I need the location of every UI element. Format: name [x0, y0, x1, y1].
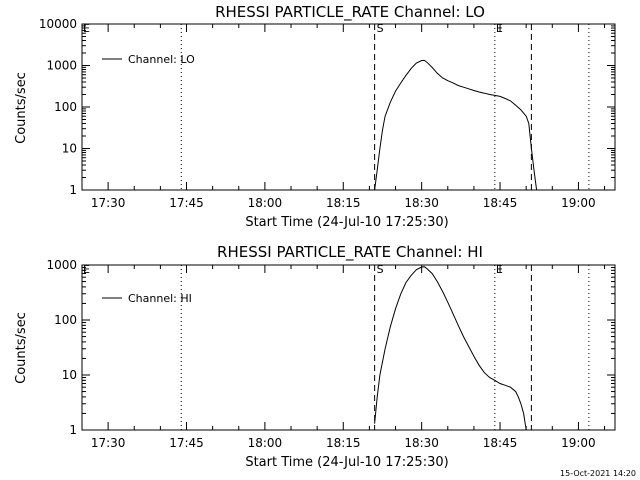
chart-lo-marker-e: E: [496, 22, 503, 35]
chart-hi-title: RHESSI PARTICLE_RATE Channel: HI: [217, 243, 483, 262]
chart-hi-ytick-label: 10: [62, 368, 77, 382]
chart-lo-series-line: [374, 59, 538, 191]
chart-lo-xtick-label: 18:30: [404, 196, 439, 210]
chart-lo-ytick-label: 10000: [39, 17, 77, 31]
chart-lo-ytick-label: 100: [54, 100, 77, 114]
chart-lo-marker-s: S: [377, 22, 384, 35]
chart-lo-xtick-label: 18:45: [483, 196, 518, 210]
chart-lo-xtick-label: 18:00: [248, 196, 283, 210]
chart-hi-axes-frame: [81, 264, 616, 431]
chart-lo: RHESSI PARTICLE_RATE Channel: LO Counts/…: [14, 3, 616, 230]
chart-lo-xtick-label: 17:45: [169, 196, 204, 210]
chart-hi-plot-area: 17:30 17:45 18:00 18:15 18:30 18:45 19:00 1 10 10…: [46, 258, 616, 450]
chart-hi-legend: Channel: HI: [102, 292, 192, 305]
chart-hi-ytick-label: 1000: [46, 258, 77, 272]
chart-hi-legend-label: Channel: HI: [128, 292, 192, 305]
chart-lo-xlabel: Start Time (24-Jul-10 17:25:30): [245, 215, 448, 230]
chart-hi-marker-f: E: [83, 263, 90, 276]
chart-lo-legend: Channel: LO: [102, 53, 195, 66]
chart-hi: RHESSI PARTICLE_RATE Channel: HI Counts/…: [14, 243, 616, 470]
chart-hi-xtick-label: 17:30: [91, 436, 126, 450]
footer-timestamp: 15-Oct-2021 14:20: [560, 469, 636, 478]
chart-hi-ytick-label: 1: [69, 423, 77, 437]
chart-lo-xtick-label: 17:30: [91, 196, 126, 210]
chart-hi-series-line: [374, 266, 527, 431]
chart-lo-legend-label: Channel: LO: [128, 53, 195, 66]
chart-hi-marker-s: S: [377, 263, 384, 276]
chart-lo-ytick-label: 1000: [46, 59, 77, 73]
chart-lo-plot-area: 17:30 17:45 18:00 18:15 18:30 18:45 19:00 1 10 10…: [39, 17, 616, 210]
chart-hi-xtick-label: 17:45: [169, 436, 204, 450]
chart-lo-marker-f: E: [83, 22, 90, 35]
chart-hi-xtick-label: 18:00: [248, 436, 283, 450]
chart-hi-xtick-label: 19:00: [561, 436, 596, 450]
chart-hi-ytick-label: 100: [54, 313, 77, 327]
chart-hi-xtick-label: 18:30: [404, 436, 439, 450]
chart-lo-title: RHESSI PARTICLE_RATE Channel: LO: [215, 3, 485, 22]
chart-lo-axes-frame: [81, 23, 616, 191]
chart-hi-ylabel: Counts/sec: [14, 312, 29, 384]
chart-lo-xtick-label: 19:00: [561, 196, 596, 210]
chart-lo-ylabel: Counts/sec: [14, 72, 29, 144]
chart-hi-xtick-label: 18:45: [483, 436, 518, 450]
chart-hi-xlabel: Start Time (24-Jul-10 17:25:30): [245, 455, 448, 470]
chart-hi-xtick-label: 18:15: [326, 436, 361, 450]
chart-lo-xtick-label: 18:15: [326, 196, 361, 210]
chart-lo-ytick-label: 1: [69, 183, 77, 197]
chart-hi-marker-e: E: [496, 263, 503, 276]
chart-lo-ytick-label: 10: [62, 142, 77, 156]
